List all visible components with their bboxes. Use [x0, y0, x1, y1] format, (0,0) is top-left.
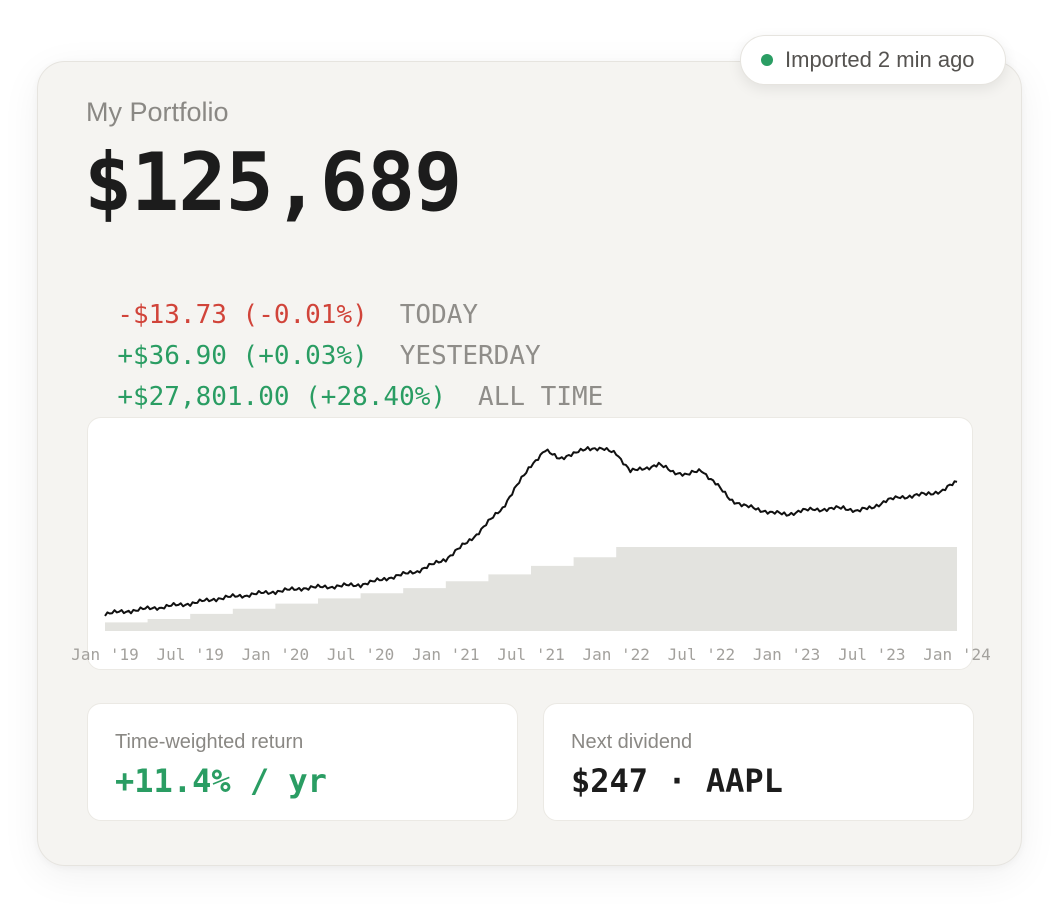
x-tick-label: Jan '23 — [753, 645, 820, 664]
x-tick-label: Jul '22 — [668, 645, 735, 664]
dividend-tile: Next dividend $247 · AAPL — [543, 703, 974, 821]
x-tick-label: Jul '21 — [497, 645, 564, 664]
x-tick-label: Jan '21 — [412, 645, 479, 664]
change-period: ALL TIME — [478, 382, 604, 412]
x-tick-label: Jan '22 — [582, 645, 649, 664]
twr-label: Time-weighted return — [115, 731, 304, 753]
twr-tile: Time-weighted return +11.4% / yr — [87, 703, 518, 821]
import-status-pill: Imported 2 min ago — [740, 35, 1006, 85]
change-row-today: -$13.73 (-0.01%) TODAY — [86, 270, 478, 330]
portfolio-title: My Portfolio — [86, 97, 229, 127]
change-period: TODAY — [399, 300, 479, 330]
portfolio-balance: $125,689 — [84, 136, 462, 229]
performance-chart: Jan '19 Jul '19 Jan '20 Jul '20 Jan '21 Jul '… — [71, 417, 991, 670]
x-tick-label: Jan '24 — [923, 645, 990, 664]
portfolio-value-line — [104, 446, 958, 617]
x-tick-label: Jul '23 — [838, 645, 905, 664]
x-tick-label: Jan '20 — [242, 645, 309, 664]
chart-svg: Jan '19 Jul '19 Jan '20 Jul '20 Jan '21 Jul '… — [71, 446, 991, 664]
contributions-area — [105, 545, 957, 631]
change-amount: +$36.90 (+0.03%) — [117, 341, 368, 371]
change-row-all-time: +$27,801.00 (+28.40%) ALL TIME — [86, 352, 603, 412]
dividend-label: Next dividend — [571, 731, 693, 753]
x-tick-label: Jan '19 — [71, 645, 138, 664]
status-dot-icon — [761, 54, 773, 66]
x-tick-label: Jul '19 — [156, 645, 223, 664]
change-row-yesterday: +$36.90 (+0.03%) YESTERDAY — [86, 311, 541, 371]
change-amount: -$13.73 (-0.01%) — [117, 300, 368, 330]
twr-value: +11.4% / yr — [115, 762, 327, 800]
change-period: YESTERDAY — [399, 341, 541, 371]
x-tick-label: Jul '20 — [327, 645, 394, 664]
change-amount: +$27,801.00 (+28.40%) — [117, 382, 447, 412]
dividend-value: $247 · AAPL — [571, 762, 783, 800]
import-status-text: Imported 2 min ago — [785, 47, 975, 72]
